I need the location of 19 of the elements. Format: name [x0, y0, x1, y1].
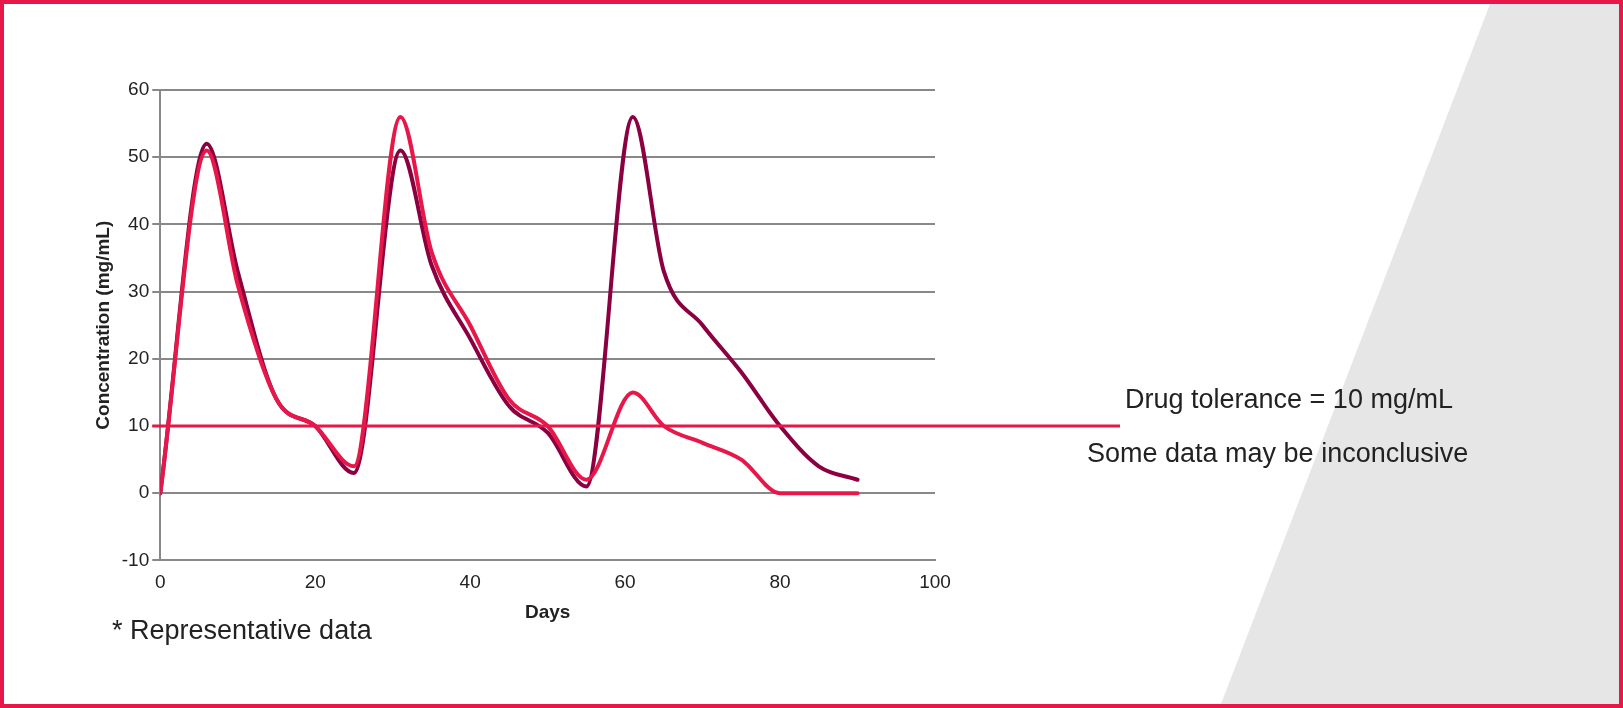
y-tick-label: -10: [121, 548, 150, 570]
text: Some data may be inconclusive: [1087, 438, 1469, 469]
y-tick-label: 50: [128, 145, 150, 167]
x-tick-label: 0: [154, 571, 166, 593]
x-tick-label: 20: [304, 571, 326, 593]
ref-line-label: Drug tolerance = 10 mg/mL: [1125, 384, 1453, 415]
x-tick-label: 40: [459, 571, 481, 593]
y-tick-label: 10: [128, 414, 150, 436]
y-tick-label: 60: [128, 78, 150, 100]
x-tick-label: 100: [919, 571, 951, 593]
y-axis-title: Concentration (mg/mL): [91, 220, 113, 430]
y-tick-label: 0: [138, 481, 150, 503]
y-tick-label: 40: [128, 212, 150, 234]
x-tick-label: 80: [769, 571, 791, 593]
x-axis-title: Days: [524, 600, 571, 622]
y-tick-label: 20: [128, 347, 150, 369]
x-tick-label: 60: [614, 571, 636, 593]
y-tick-label: 30: [128, 279, 150, 301]
text: * Representative data: [112, 615, 372, 646]
